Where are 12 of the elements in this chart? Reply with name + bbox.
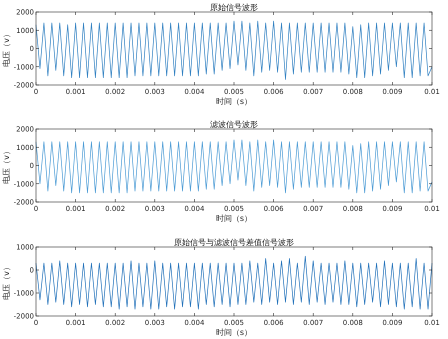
y-axis-title: 电压（v） xyxy=(2,147,11,184)
line-series xyxy=(36,256,432,310)
chart-title: 原始信号波形 xyxy=(210,3,258,12)
line-series xyxy=(36,20,432,80)
x-axis-title: 时间（s） xyxy=(216,97,252,106)
chart-title: 原始信号与滤波信号差值信号波形 xyxy=(174,238,294,247)
y-axis-title: 电压（v） xyxy=(2,30,11,67)
line-series xyxy=(36,140,432,194)
x-axis-title: 时间（s） xyxy=(216,214,252,223)
x-axis-title: 时间（s） xyxy=(216,328,252,337)
y-axis-title: 电压（v） xyxy=(2,263,11,300)
chart-title: 滤波信号波形 xyxy=(210,120,258,129)
